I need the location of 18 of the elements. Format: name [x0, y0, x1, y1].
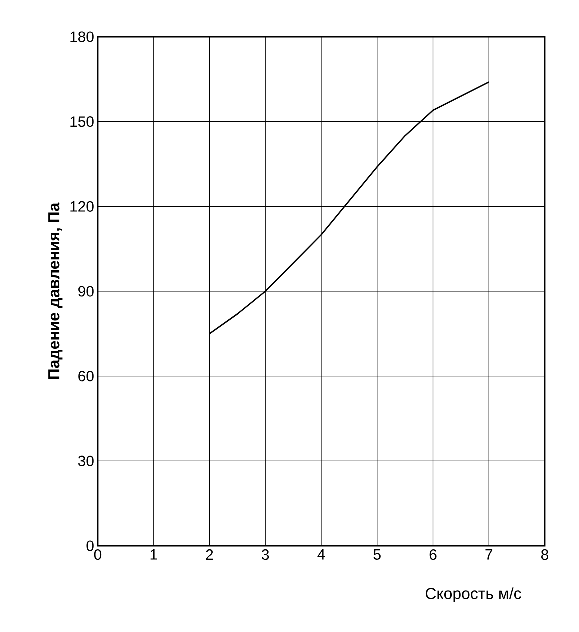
y-tick-label: 90 [78, 286, 94, 297]
y-tick-label: 180 [70, 32, 94, 42]
y-tick-label: 120 [70, 201, 94, 212]
y-axis-title: Падение давления, Па [48, 202, 63, 380]
x-tick-label: 4 [318, 550, 326, 560]
x-tick-label: 5 [374, 550, 381, 560]
x-axis-title: Скорость м/с [426, 588, 522, 603]
x-tick-label: 1 [150, 550, 158, 560]
x-tick-label: 3 [262, 550, 270, 560]
y-tick-label: 150 [70, 116, 94, 128]
x-tick-label: 2 [206, 550, 214, 560]
y-tick-label: 30 [78, 456, 94, 466]
x-tick-label: 7 [486, 550, 493, 560]
x-tick-label: 0 [94, 550, 102, 560]
x-tick-label: 6 [430, 550, 437, 560]
x-tick-label: 8 [542, 550, 548, 560]
y-tick-label: 60 [78, 371, 94, 382]
y-tick-label: 0 [86, 540, 94, 552]
